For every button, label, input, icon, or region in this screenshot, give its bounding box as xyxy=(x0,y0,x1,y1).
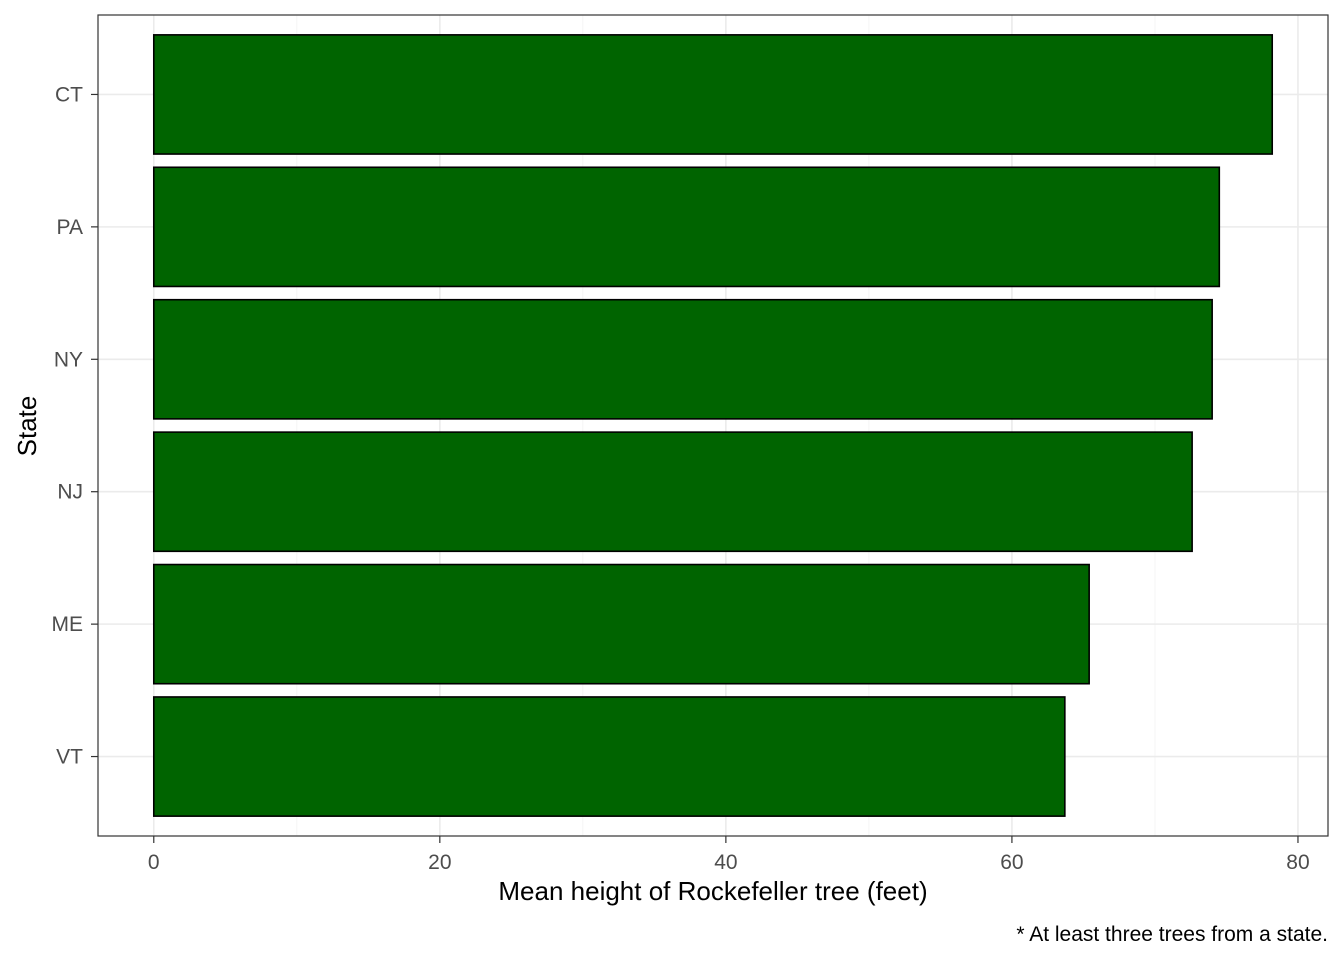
bars xyxy=(152,34,1274,817)
chart-caption: * At least three trees from a state. xyxy=(1016,923,1328,946)
x-axis: 0 20 40 60 80 xyxy=(148,836,1310,874)
bar-nj xyxy=(152,431,1193,553)
x-tick-label: 20 xyxy=(428,851,451,874)
panel-border xyxy=(97,14,1329,837)
x-axis-title: Mean height of Rockefeller tree (feet) xyxy=(498,876,927,906)
y-tick-label: CT xyxy=(55,83,83,106)
y-axis-title: State xyxy=(12,396,42,457)
y-tick-label: NY xyxy=(54,348,83,371)
bar-vt xyxy=(152,696,1066,817)
bar-ny xyxy=(152,298,1213,420)
bar-me xyxy=(152,563,1090,685)
x-tick-label: 0 xyxy=(148,851,160,874)
y-axis: CT PA NY NJ ME VT xyxy=(52,83,98,769)
y-tick-label: NJ xyxy=(57,481,83,504)
y-tick-label: PA xyxy=(57,216,83,239)
x-tick-label: 80 xyxy=(1286,851,1309,874)
bar-ct xyxy=(152,34,1274,155)
y-tick-label: VT xyxy=(56,746,83,769)
x-tick-label: 60 xyxy=(1000,851,1023,874)
bar-pa xyxy=(152,166,1221,288)
y-tick-label: ME xyxy=(52,613,84,636)
x-tick-label: 40 xyxy=(714,851,737,874)
